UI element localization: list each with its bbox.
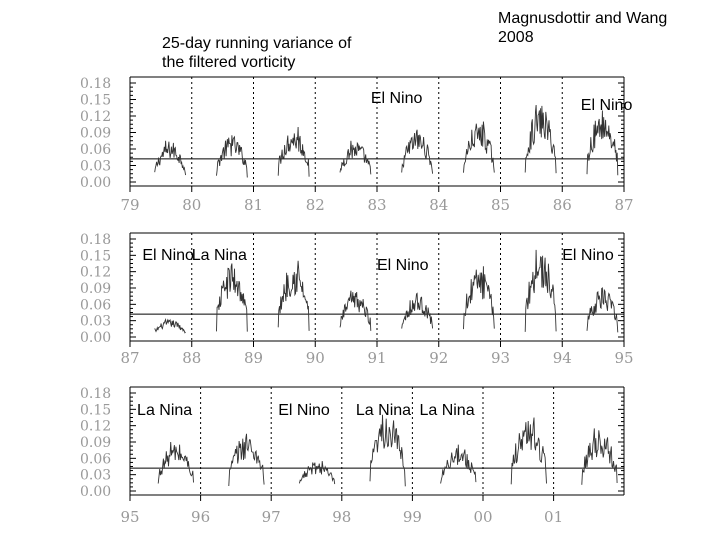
series-season	[524, 104, 557, 174]
series-season	[369, 414, 406, 487]
y-tick-label: 0.12	[80, 109, 111, 125]
y-tick-label: 0.18	[80, 232, 111, 248]
x-tick-label: 95	[614, 349, 633, 367]
annotation-label: El Nino	[278, 402, 330, 419]
x-tick-label: 83	[367, 196, 386, 214]
citation: Magnusdottir and Wang 2008	[498, 9, 667, 47]
y-tick-label: 0.12	[80, 419, 111, 435]
annotation-label: El Nino	[562, 247, 614, 264]
y-tick-label: 0.18	[80, 76, 111, 92]
series-season	[440, 444, 477, 484]
y-tick-label: 0.06	[80, 142, 111, 158]
y-tick-label: 0.06	[80, 297, 111, 313]
x-tick-label: 86	[553, 196, 572, 214]
y-tick-label: 0.15	[80, 93, 111, 109]
annotation-label: El Nino	[371, 90, 423, 107]
x-tick-label: 88	[182, 349, 201, 367]
x-tick-label: 87	[614, 196, 633, 214]
chart-title-line-2: the filtered vorticity	[162, 54, 296, 71]
y-tick-label: 0.00	[80, 175, 111, 191]
y-tick-label: 0.06	[80, 451, 111, 467]
x-tick-label: 97	[262, 508, 281, 526]
series-season	[401, 292, 434, 329]
y-tick-label: 0.18	[80, 386, 111, 402]
chart-title-line-1: 25-day running variance of	[162, 35, 352, 52]
series-season	[581, 428, 618, 485]
y-tick-label: 0.09	[80, 435, 111, 451]
citation-line-2: 2008	[498, 29, 534, 46]
y-tick-label: 0.00	[80, 330, 111, 346]
y-tick-label: 0.09	[80, 281, 111, 297]
panel-3: 0.180.150.120.090.060.030.00 95 96 97 98 99 00…	[80, 386, 625, 526]
x-tick-label: 85	[491, 196, 510, 214]
annotation-label: La Nina	[192, 247, 247, 264]
y-tick-label: 0.15	[80, 402, 111, 418]
x-tick-label: 79	[120, 196, 139, 214]
y-tick-label: 0.03	[80, 468, 111, 484]
annotation-label: El Nino	[581, 97, 633, 114]
x-tick-label: 80	[182, 196, 201, 214]
chart-title: 25-day running variance of the filtered …	[162, 34, 351, 72]
x-tick-label: 82	[306, 196, 325, 214]
x-tick-label: 84	[429, 196, 448, 214]
x-tick-label: 00	[473, 508, 492, 526]
series-season	[216, 135, 248, 178]
x-tick-label: 01	[544, 508, 563, 526]
series-season	[154, 140, 187, 176]
x-tick-label: 87	[120, 349, 139, 367]
x-tick-label: 81	[244, 196, 263, 214]
annotation-label: La Nina	[137, 402, 192, 419]
x-tick-label: 92	[429, 349, 448, 367]
series-season	[154, 318, 186, 334]
x-tick-label: 98	[332, 508, 351, 526]
series-season	[524, 249, 557, 332]
panel-1: 0.180.150.120.090.060.030.00 79 80 81 82 83 84…	[80, 76, 634, 214]
series-season	[157, 441, 194, 484]
y-tick-label: 0.03	[80, 314, 111, 330]
series-season	[277, 260, 310, 331]
panel-2: 0.180.150.120.090.060.030.00 87 88 89 90 91 92…	[80, 232, 634, 367]
series-season	[586, 287, 619, 333]
x-tick-label: 93	[491, 349, 510, 367]
annotation-label: La Nina	[419, 402, 474, 419]
y-tick-label: 0.09	[80, 126, 111, 142]
y-tick-label: 0.15	[80, 248, 111, 264]
annotation-label: El Nino	[377, 257, 429, 274]
series-season	[401, 129, 434, 174]
x-tick-label: 95	[120, 508, 139, 526]
x-tick-label: 91	[367, 349, 386, 367]
series-season	[463, 121, 495, 173]
x-tick-label: 89	[244, 349, 263, 367]
series-season	[277, 126, 310, 177]
series-season	[228, 433, 265, 487]
y-tick-label: 0.12	[80, 265, 111, 281]
annotation-label: La Nina	[356, 402, 411, 419]
series-season	[510, 417, 547, 485]
y-tick-label: 0.00	[80, 484, 111, 500]
annotation-label: El Nino	[142, 247, 194, 264]
series-season	[298, 461, 336, 485]
series-season	[339, 140, 372, 175]
series-season	[586, 110, 619, 176]
x-tick-label: 99	[403, 508, 422, 526]
series-season	[463, 266, 495, 330]
x-tick-label: 90	[306, 349, 325, 367]
citation-line-1: Magnusdottir and Wang	[498, 10, 668, 27]
y-tick-label: 0.03	[80, 159, 111, 175]
series-season	[216, 263, 248, 332]
x-tick-label: 96	[191, 508, 210, 526]
x-tick-label: 94	[553, 349, 572, 367]
series-season	[339, 290, 372, 331]
